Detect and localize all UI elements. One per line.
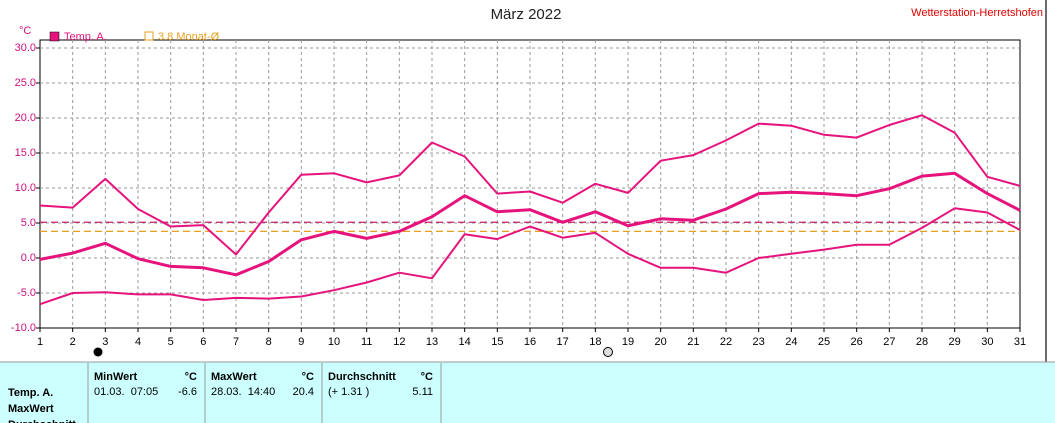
column-header: Durchschnitt [328, 371, 396, 383]
x-tick-label: 30 [981, 336, 993, 348]
y-tick-label: 5.0 [21, 217, 36, 229]
x-tick-label: 11 [361, 336, 372, 348]
legend-swatch [49, 31, 60, 42]
x-tick-label: 23 [753, 336, 765, 348]
y-tick-label: 30.0 [15, 42, 36, 54]
new-moon-icon [603, 347, 613, 357]
row-label: Durchschnitt [8, 419, 76, 423]
legend-swatch [144, 31, 154, 41]
column-value: 5.11 [412, 386, 433, 398]
x-tick-label: 28 [916, 336, 928, 348]
x-tick-label: 27 [883, 336, 895, 348]
column-unit: °C [302, 371, 314, 383]
column-when: (+ 1.31 ) [328, 386, 369, 398]
y-tick-label: 15.0 [15, 147, 36, 159]
column-when: 01.03. 07:05 [94, 386, 158, 398]
x-tick-label: 4 [135, 336, 141, 348]
source-label: Wetterstation-Herretshofen [911, 7, 1043, 19]
x-tick-label: 16 [524, 336, 536, 348]
column-unit: °C [421, 371, 433, 383]
row-label: MaxWert [8, 403, 54, 415]
chart-title: März 2022 [491, 6, 562, 23]
y-tick-label: -5.0 [17, 287, 36, 299]
x-tick-label: 17 [557, 336, 569, 348]
chart-background [0, 0, 1046, 362]
x-tick-label: 19 [622, 336, 634, 348]
x-tick-label: 15 [491, 336, 503, 348]
x-tick-label: 12 [393, 336, 405, 348]
column-header: MinWert [94, 371, 138, 383]
column-unit: °C [185, 371, 197, 383]
x-tick-label: 29 [949, 336, 961, 348]
y-tick-label: 25.0 [15, 77, 36, 89]
series-line [39, 171, 1021, 277]
y-tick-label: 10.0 [15, 182, 36, 194]
x-tick-label: 13 [426, 336, 438, 348]
x-tick-label: 24 [785, 336, 797, 348]
x-tick-label: 14 [459, 336, 471, 348]
x-tick-label: 10 [328, 336, 340, 348]
stats-panel [0, 362, 1055, 423]
y-axis-label: °C [19, 25, 31, 37]
series-line [39, 114, 1021, 256]
y-tick-label: 0.0 [21, 252, 36, 264]
column-value: -6.6 [178, 386, 197, 398]
legend-label: Temp. A. [64, 31, 107, 43]
x-tick-label: 2 [70, 336, 76, 348]
full-moon-icon [93, 347, 103, 357]
moon-phases [93, 347, 613, 357]
x-tick-label: 5 [168, 336, 174, 348]
x-tick-label: 21 [687, 336, 699, 348]
column-header: MaxWert [211, 371, 257, 383]
window-edge [1046, 0, 1055, 362]
series-line [39, 207, 1021, 306]
x-tick-label: 3 [102, 336, 108, 348]
x-tick-label: 8 [266, 336, 272, 348]
x-tick-label: 6 [200, 336, 206, 348]
x-tick-label: 1 [37, 336, 43, 348]
column-value: 20.4 [293, 386, 314, 398]
y-tick-label: 20.0 [15, 112, 36, 124]
x-tick-label: 9 [298, 336, 304, 348]
column-when: 28.03. 14:40 [211, 386, 275, 398]
x-tick-label: 20 [655, 336, 667, 348]
legend-label: 3.8 Monat-Ø [158, 31, 220, 43]
y-tick-label: -10.0 [11, 322, 36, 334]
x-tick-label: 7 [233, 336, 239, 348]
x-tick-label: 31 [1014, 336, 1026, 348]
x-tick-label: 26 [851, 336, 863, 348]
x-tick-label: 18 [589, 336, 601, 348]
x-tick-label: 25 [818, 336, 830, 348]
x-tick-label: 22 [720, 336, 732, 348]
row-label: Temp. A. [8, 387, 53, 399]
